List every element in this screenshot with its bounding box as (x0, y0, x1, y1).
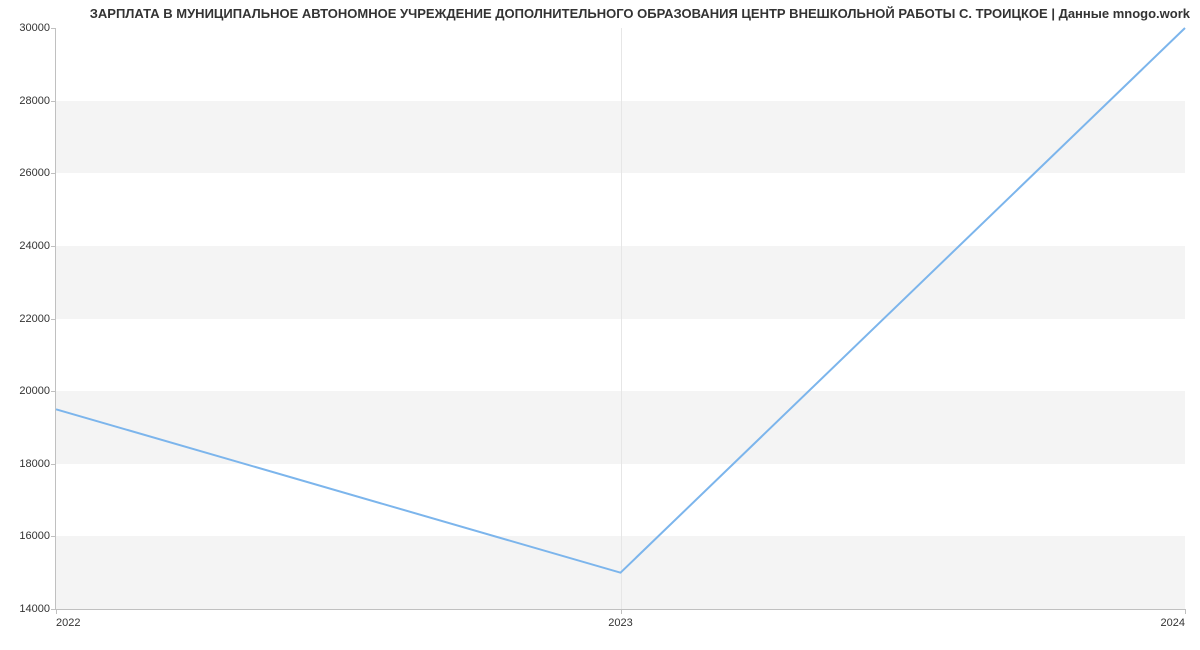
y-tick-label: 22000 (19, 313, 50, 325)
y-tick-mark (51, 464, 56, 465)
y-tick-label: 14000 (19, 603, 50, 615)
x-tick-mark (56, 609, 57, 614)
y-tick-mark (51, 173, 56, 174)
chart-title: ЗАРПЛАТА В МУНИЦИПАЛЬНОЕ АВТОНОМНОЕ УЧРЕ… (0, 6, 1190, 21)
y-tick-mark (51, 246, 56, 247)
x-tick-label: 2023 (608, 617, 632, 629)
y-tick-label: 28000 (19, 95, 50, 107)
y-tick-mark (51, 319, 56, 320)
y-tick-mark (51, 101, 56, 102)
x-tick-label: 2022 (56, 617, 80, 629)
y-tick-label: 20000 (19, 385, 50, 397)
y-tick-label: 16000 (19, 530, 50, 542)
line-series (56, 28, 1185, 609)
y-tick-mark (51, 391, 56, 392)
x-tick-mark (1185, 609, 1186, 614)
x-tick-label: 2024 (1161, 617, 1185, 629)
y-tick-label: 30000 (19, 22, 50, 34)
y-tick-label: 26000 (19, 167, 50, 179)
plot-area: 1400016000180002000022000240002600028000… (55, 28, 1185, 610)
x-tick-mark (621, 609, 622, 614)
y-tick-label: 18000 (19, 458, 50, 470)
chart-container: 1400016000180002000022000240002600028000… (55, 28, 1185, 610)
y-tick-mark (51, 536, 56, 537)
y-tick-label: 24000 (19, 240, 50, 252)
y-tick-mark (51, 28, 56, 29)
